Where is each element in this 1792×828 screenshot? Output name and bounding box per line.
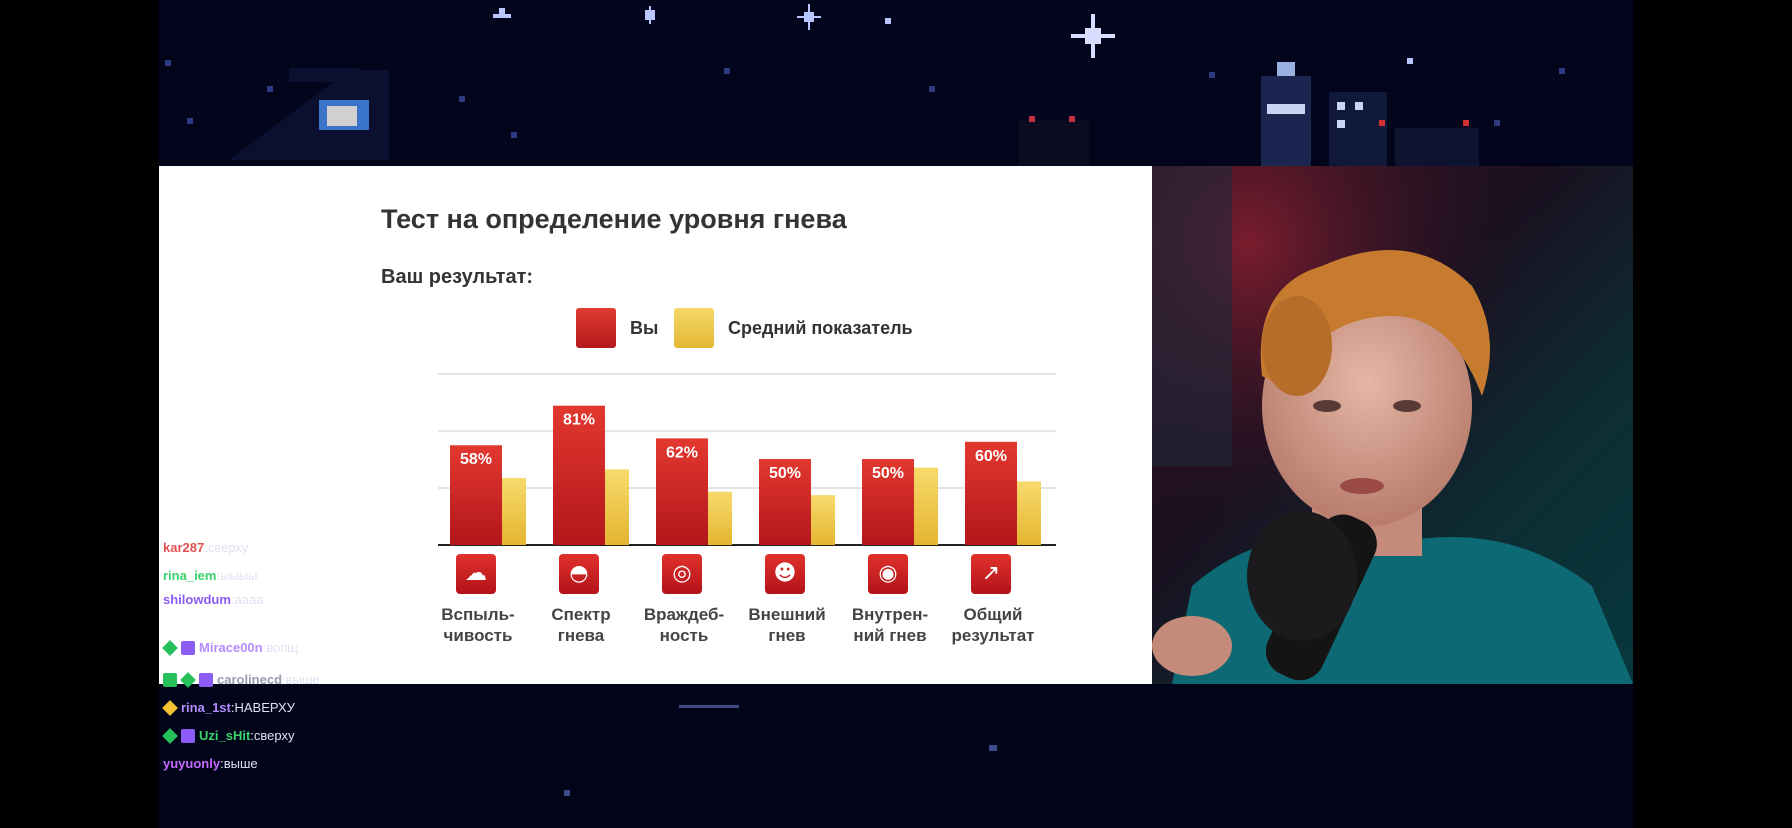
chat-message: kar287: сверху [163, 540, 248, 555]
category-label: Вспыль-чивость [441, 605, 515, 645]
chat-separator: : [282, 672, 286, 687]
chat-username[interactable]: rina_iem [163, 568, 217, 583]
chat-username[interactable]: yuyuonly [163, 756, 221, 771]
bar-average [605, 469, 629, 545]
gauge-icon: ◓ [559, 554, 599, 594]
chat-message: Uzi_sHit: сверху [162, 727, 295, 744]
bar-average [1017, 481, 1041, 545]
speaking-head-icon: ☻ [765, 554, 805, 594]
bar-data-label: 81% [563, 412, 595, 429]
diamond-green-badge-icon [162, 727, 178, 744]
category-label: Спектр гнева [551, 605, 611, 645]
chat-text: ыыыы [220, 568, 258, 583]
category-label: Внутрен-ний гнев [851, 605, 929, 645]
chat-text: выше [223, 756, 258, 771]
chat-username[interactable]: Uzi_sHit [199, 728, 251, 743]
category-label: Внешний гнев [748, 605, 826, 645]
sq-purple-badge-icon [181, 728, 195, 743]
bar-you [965, 441, 1017, 545]
bar-data-label: 62% [666, 444, 698, 461]
bar-average [502, 477, 526, 545]
bar-data-label: 58% [460, 451, 492, 468]
chat-text: выше [285, 672, 320, 687]
chat-username[interactable]: rina_1st [181, 700, 231, 715]
chat-text: НАВЕРХУ [234, 700, 295, 715]
chat-message: carolinecd: выше [163, 671, 320, 688]
graph-icon: ↗ [971, 554, 1011, 594]
bar-you [862, 459, 914, 545]
chat-separator: : [220, 756, 224, 771]
quiz-title: Тест на определение уровня гнева [381, 204, 847, 234]
quiz-result-heading: Ваш результат: [381, 266, 534, 288]
legend-you: Вы [576, 308, 658, 348]
chat-message: Mirace00n: вопщ [162, 639, 298, 656]
chat-separator: : [230, 700, 235, 715]
legend-label-you: Вы [630, 317, 659, 338]
legend-average: Средний показатель [674, 308, 913, 348]
bar-you [656, 438, 708, 545]
chat-username[interactable]: carolinecd [217, 672, 283, 687]
sq-green-badge-icon [163, 672, 177, 687]
chat-separator: : [204, 540, 208, 555]
diamond-green-badge-icon [162, 639, 178, 656]
chat-separator: : [216, 568, 221, 583]
webcam-feed [1152, 166, 1633, 684]
bar-data-label: 50% [872, 465, 904, 482]
bar-you [759, 459, 811, 545]
cloud-lightning-icon: ☁ [456, 554, 496, 594]
chat-message: rina_iem: ыыыы [163, 568, 257, 583]
pixel-skyline-art [159, 0, 1633, 170]
sq-purple-badge-icon [199, 672, 213, 687]
bar-average [914, 467, 938, 545]
chat-text: вопщ [266, 640, 298, 655]
anger-level-bar-chart: 58% 81% 62% 50% 50% 60% [438, 373, 1056, 546]
bar-average [708, 491, 732, 545]
chat-message: shilowdum: аааа [163, 592, 263, 607]
chat-separator: : [262, 640, 267, 655]
diamond-yellow-badge-icon [162, 699, 178, 716]
chat-text: аааа [234, 592, 264, 607]
category-label: Враждеб-ность [643, 605, 725, 645]
chat-message: rina_1st: НАВЕРХУ [162, 699, 295, 716]
bar-you [450, 445, 502, 545]
head-sound-icon: ◉ [868, 554, 908, 594]
twitch-chat-overlay: kar287: сверху rina_iem: ыыыы shilowdum: а… [162, 540, 463, 828]
chat-separator: : [250, 728, 254, 743]
legend-label-average: Средний показатель [728, 317, 913, 338]
chat-text: сверху [207, 540, 249, 555]
bar-data-label: 50% [769, 465, 801, 482]
chat-text: сверху [253, 728, 295, 743]
head-spiral-icon: ◎ [662, 554, 702, 594]
legend-swatch-yellow [674, 308, 714, 348]
chat-username[interactable]: shilowdum [163, 592, 231, 607]
category-label: Общий результат [951, 605, 1035, 645]
legend-swatch-red [576, 308, 616, 348]
anger-quiz-result-panel: Тест на определение уровня гнева Ваш рез… [159, 166, 1152, 684]
bar-average [811, 495, 835, 545]
bar-data-label: 60% [975, 448, 1007, 465]
chat-message: yuyuonly: выше [163, 756, 258, 771]
chat-username[interactable]: Mirace00n [199, 640, 263, 655]
sq-purple-badge-icon [181, 640, 195, 655]
bar-you [553, 405, 605, 545]
chat-separator: : [230, 592, 235, 607]
chat-username[interactable]: kar287 [163, 540, 205, 555]
streamer-webcam-image [1152, 166, 1633, 684]
diamond-green-badge-icon [180, 671, 196, 688]
